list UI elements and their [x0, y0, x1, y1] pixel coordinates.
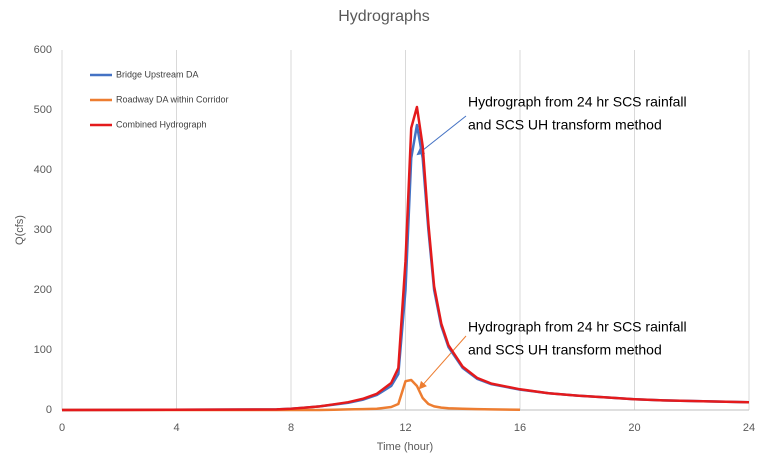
y-tick-label: 400 — [34, 164, 52, 176]
x-axis-label: Time (hour) — [377, 441, 433, 453]
x-tick-label: 12 — [399, 422, 411, 434]
y-tick-label: 200 — [34, 284, 52, 296]
annotation: and SCS UH transform method — [468, 342, 662, 358]
x-tick-label: 4 — [173, 422, 179, 434]
annotation: and SCS UH transform method — [468, 117, 662, 133]
series-line — [61, 105, 750, 412]
annotation-arrow — [416, 115, 467, 156]
y-tick-label: 500 — [34, 104, 52, 116]
x-tick-label: 24 — [743, 422, 755, 434]
y-tick-label: 300 — [34, 224, 52, 236]
annotation-arrow — [418, 335, 467, 390]
y-tick-label: 600 — [34, 44, 52, 56]
legend-label: Combined Hydrograph — [116, 119, 207, 129]
annotation: Hydrograph from 24 hr SCS rainfall — [468, 94, 687, 110]
x-tick-label: 0 — [59, 422, 65, 434]
annotation: Hydrograph from 24 hr SCS rainfall — [468, 319, 687, 335]
y-tick-label: 0 — [46, 404, 52, 416]
y-axis-label: Q(cfs) — [14, 215, 26, 245]
legend-label: Bridge Upstream DA — [116, 69, 199, 79]
series-line — [62, 378, 521, 412]
x-tick-label: 20 — [628, 422, 640, 434]
x-tick-label: 16 — [514, 422, 526, 434]
x-tick-label: 8 — [288, 422, 294, 434]
legend-label: Roadway DA within Corridor — [116, 94, 229, 104]
y-tick-label: 100 — [34, 344, 52, 356]
chart-title: Hydrographs — [338, 8, 430, 25]
